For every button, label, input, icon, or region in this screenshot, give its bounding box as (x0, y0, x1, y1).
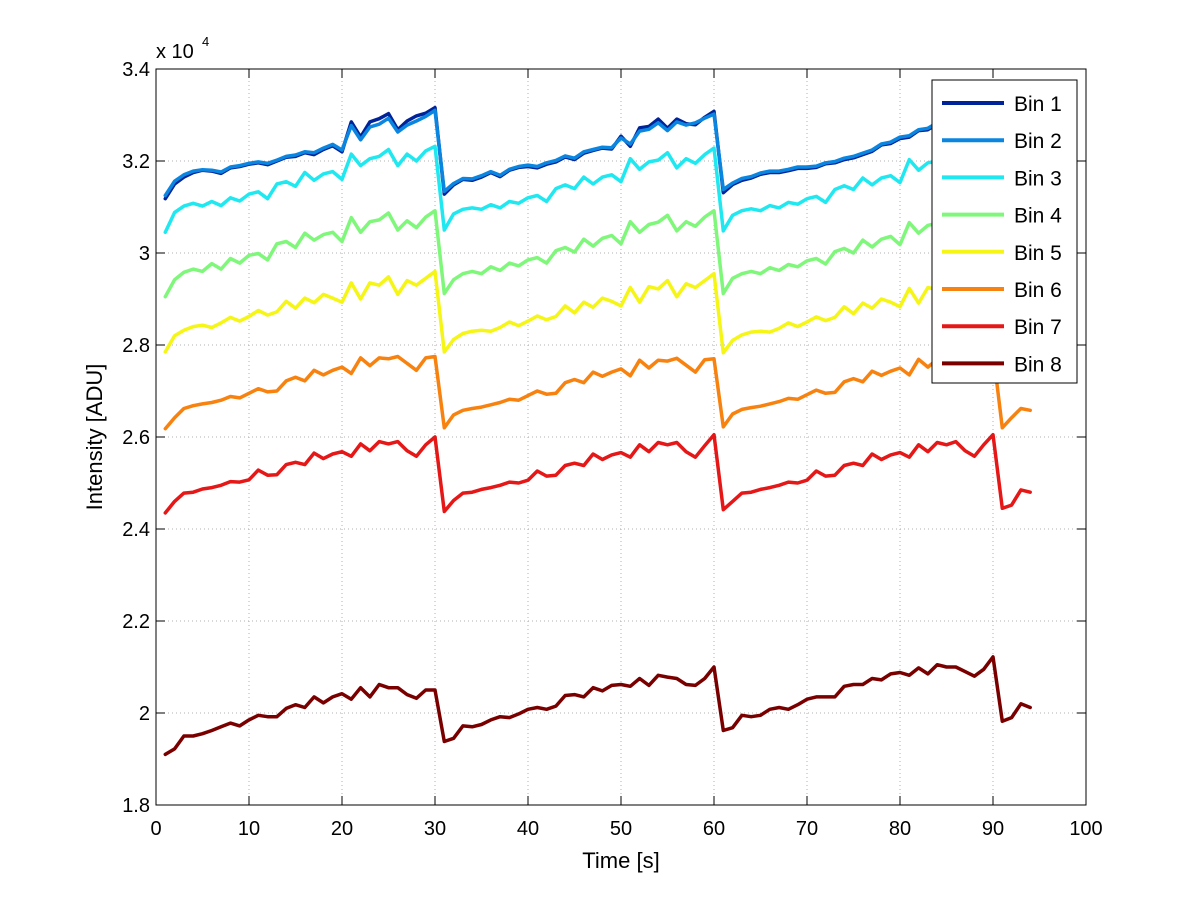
y-tick-label: 2.2 (122, 611, 150, 633)
series-layer (163, 104, 1032, 757)
legend-label: Bin 4 (1014, 205, 1062, 228)
x-tick-label: 20 (331, 818, 353, 840)
legend-label: Bin 5 (1014, 242, 1062, 265)
y-tick-label: 3.2 (122, 151, 150, 173)
x-tick-label: 10 (238, 818, 260, 840)
legend-box (931, 79, 1078, 384)
y-multiplier-exponent: 4 (202, 34, 209, 49)
series-line-bin-5 (163, 269, 1032, 355)
y-tick-label: 2.4 (122, 519, 150, 541)
x-tick-label: 80 (889, 818, 911, 840)
x-tick-label: 60 (703, 818, 725, 840)
x-tick-label: 50 (610, 818, 632, 840)
x-tick-label: 40 (517, 818, 539, 840)
legend-label: Bin 2 (1014, 130, 1062, 153)
y-tick-label: 1.8 (122, 795, 150, 817)
tick-labels: 0 10 20 30 40 50 60 70 80 90 100 1.8 2 2.2 2.4 2.6 2.8 3 3… (122, 59, 1103, 840)
series-line-bin-4 (163, 208, 1032, 299)
y-multiplier-label: x 10 (156, 41, 194, 63)
y-axis-label: Intensity [ADU] (82, 364, 107, 511)
series-line-bin-2 (163, 104, 1032, 198)
y-tick-label: 3.4 (122, 59, 150, 81)
x-tick-label: 100 (1069, 818, 1102, 840)
y-tick-label: 2 (139, 703, 150, 725)
x-tick-label: 0 (150, 818, 161, 840)
series-line-bin-8 (163, 655, 1032, 757)
x-tick-label: 70 (796, 818, 818, 840)
legend-label: Bin 3 (1014, 167, 1062, 190)
legend-label: Bin 1 (1014, 93, 1062, 116)
legend: Bin 1 Bin 2 Bin 3 Bin 4 Bin 5 Bin 6 Bin 7 Bin 8 (931, 79, 1078, 384)
y-tick-label: 2.6 (122, 427, 150, 449)
x-tick-label: 30 (424, 818, 446, 840)
legend-label: Bin 6 (1014, 279, 1062, 302)
y-tick-label: 3 (139, 243, 150, 265)
axis-ticks (155, 68, 1087, 806)
legend-label: Bin 7 (1014, 316, 1062, 339)
x-tick-label: 90 (982, 818, 1004, 840)
series-line-bin-7 (163, 432, 1032, 515)
y-tick-label: 2.8 (122, 335, 150, 357)
series-line-bin-6 (163, 349, 1032, 431)
legend-label: Bin 8 (1014, 353, 1062, 376)
series-line-bin-3 (163, 144, 1032, 235)
x-axis-label: Time [s] (582, 848, 659, 873)
